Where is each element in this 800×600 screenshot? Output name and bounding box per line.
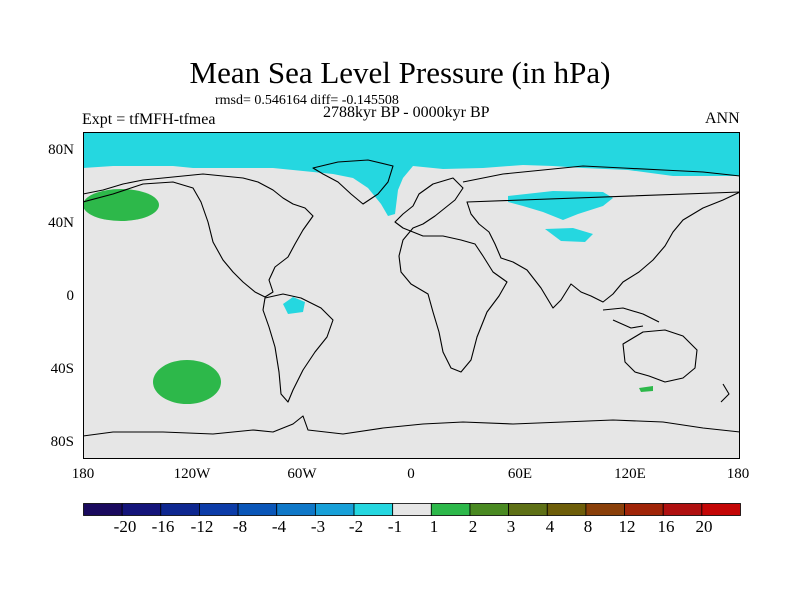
europe-africa-coast xyxy=(394,177,508,373)
colorbar-swatch xyxy=(314,503,355,516)
colorbar-swatch xyxy=(701,503,741,516)
period-label: 2788kyr BP - 0000kyr BP xyxy=(323,104,490,121)
colorbar-label: 3 xyxy=(506,517,516,536)
colorbar-label: 4 xyxy=(545,517,555,536)
south-pacific-anomaly xyxy=(153,360,221,404)
colorbar-label: 8 xyxy=(583,517,593,536)
x-tick-label: 0 xyxy=(407,466,415,482)
north-pacific-anomaly xyxy=(83,189,159,221)
x-tick-label: 120W xyxy=(173,466,211,482)
arctic-anomaly xyxy=(83,132,740,216)
new-zealand-coast xyxy=(720,383,730,403)
antarctica-coast xyxy=(83,415,740,437)
x-tick-label: 180 xyxy=(726,466,750,482)
central-asia-anomaly xyxy=(508,191,613,220)
negative-anomaly-regions xyxy=(83,132,740,314)
colorbar-swatch xyxy=(237,503,278,516)
colorbar xyxy=(83,503,741,516)
australia-coast xyxy=(622,329,698,383)
colorbar-label: 1 xyxy=(429,517,439,536)
colorbar-swatch xyxy=(508,503,548,516)
colorbar-label: -20 xyxy=(113,517,137,536)
colorbar-label: -8 xyxy=(232,517,248,536)
colorbar-swatch xyxy=(121,503,162,516)
greenland-coast xyxy=(312,159,394,205)
east-asia-anomaly xyxy=(545,228,593,242)
colorbar-swatch xyxy=(199,503,239,516)
y-tick-label: 80N xyxy=(48,142,74,158)
y-tick-label: 40S xyxy=(50,361,74,377)
map-title: Mean Sea Level Pressure (in hPa) xyxy=(189,55,611,90)
maritime-continent-coast xyxy=(602,307,660,329)
colorbar-swatch xyxy=(546,503,587,516)
y-tick-label: 80S xyxy=(50,434,74,450)
colorbar-label: -12 xyxy=(190,517,214,536)
colorbar-label: 16 xyxy=(657,517,675,536)
colorbar-swatch xyxy=(469,503,510,516)
colorbar-label: 12 xyxy=(618,517,636,536)
colorbar-swatch xyxy=(392,503,432,516)
colorbar-swatch xyxy=(276,503,316,516)
north-america-coast xyxy=(83,173,314,298)
x-tick-label: 180 xyxy=(71,466,95,482)
colorbar-label: -16 xyxy=(151,517,175,536)
map-background xyxy=(83,132,740,459)
season-label: ANN xyxy=(705,110,740,127)
colorbar-swatch xyxy=(353,503,394,516)
colorbar-swatch xyxy=(624,503,664,516)
colorbar-label: -4 xyxy=(271,517,287,536)
south-america-coast xyxy=(262,293,334,403)
colorbar-swatch xyxy=(430,503,471,516)
x-tick-label: 60W xyxy=(287,466,317,482)
colorbar-label: -3 xyxy=(310,517,326,536)
y-tick-label: 40N xyxy=(48,215,74,231)
eurasia-coast xyxy=(462,165,740,309)
y-tick-label: 0 xyxy=(66,288,75,304)
map-frame xyxy=(83,132,740,459)
south-indian-anomaly xyxy=(639,386,653,392)
colorbar-swatch xyxy=(83,503,123,516)
x-tick-label: 60E xyxy=(507,466,533,482)
rmsd-diff-stats: rmsd= 0.546164 diff= -0.145508 xyxy=(215,93,399,108)
colorbar-swatch xyxy=(662,503,703,516)
coastlines xyxy=(83,159,740,437)
experiment-label: Expt = tfMFH-tfmea xyxy=(82,111,216,128)
colorbar-label: 2 xyxy=(468,517,478,536)
colorbar-label: 20 xyxy=(695,517,713,536)
amazon-anomaly xyxy=(283,297,305,314)
colorbar-swatch xyxy=(160,503,200,516)
colorbar-label: -2 xyxy=(348,517,364,536)
world-map xyxy=(83,132,740,459)
x-tick-label: 120E xyxy=(614,466,646,482)
colorbar-label: -1 xyxy=(387,517,403,536)
colorbar-swatch xyxy=(585,503,625,516)
